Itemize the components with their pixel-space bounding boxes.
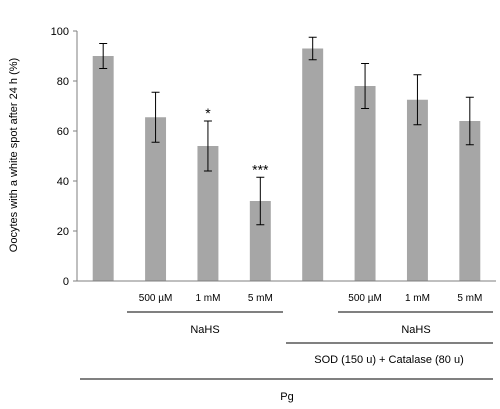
- bar: [145, 117, 167, 281]
- y-tick-label: 0: [63, 276, 69, 288]
- significance-marker: *: [205, 105, 211, 121]
- bar: [406, 99, 428, 281]
- y-tick-label: 80: [57, 76, 69, 88]
- category-label: 500 µM: [348, 293, 382, 304]
- error-bars: [99, 36, 474, 226]
- category-label: 5 mM: [457, 293, 482, 304]
- category-label: 1 mM: [195, 293, 220, 304]
- nahs-group-label-2: NaHS: [401, 324, 430, 336]
- y-tick-label: 100: [51, 26, 69, 38]
- nahs-group-label-1: NaHS: [190, 324, 219, 336]
- y-tick-label: 20: [57, 226, 69, 238]
- pg-label: Pg: [280, 391, 293, 403]
- significance-marker: ***: [252, 161, 269, 177]
- significance-markers: ****: [205, 105, 269, 177]
- bar: [249, 201, 271, 281]
- category-label: 500 µM: [139, 293, 173, 304]
- category-label: 5 mM: [248, 293, 273, 304]
- category-labels: 500 µM 1 mM 5 mM 500 µM 1 mM 5 mM: [139, 293, 483, 304]
- y-tick-label: 60: [57, 126, 69, 138]
- bars: [92, 48, 481, 281]
- sod-catalase-label: SOD (150 u) + Catalase (80 u): [314, 354, 464, 366]
- y-axis-label: Oocytes with a white spot after 24 h (%): [8, 58, 20, 252]
- y-tick-label: 40: [57, 176, 69, 188]
- bar: [459, 121, 481, 281]
- bar: [197, 146, 219, 281]
- bar: [92, 56, 114, 281]
- bar: [302, 48, 324, 281]
- y-axis-ticks: 0 20 40 60 80 100: [51, 26, 77, 288]
- category-label: 1 mM: [405, 293, 430, 304]
- bar: [354, 86, 376, 281]
